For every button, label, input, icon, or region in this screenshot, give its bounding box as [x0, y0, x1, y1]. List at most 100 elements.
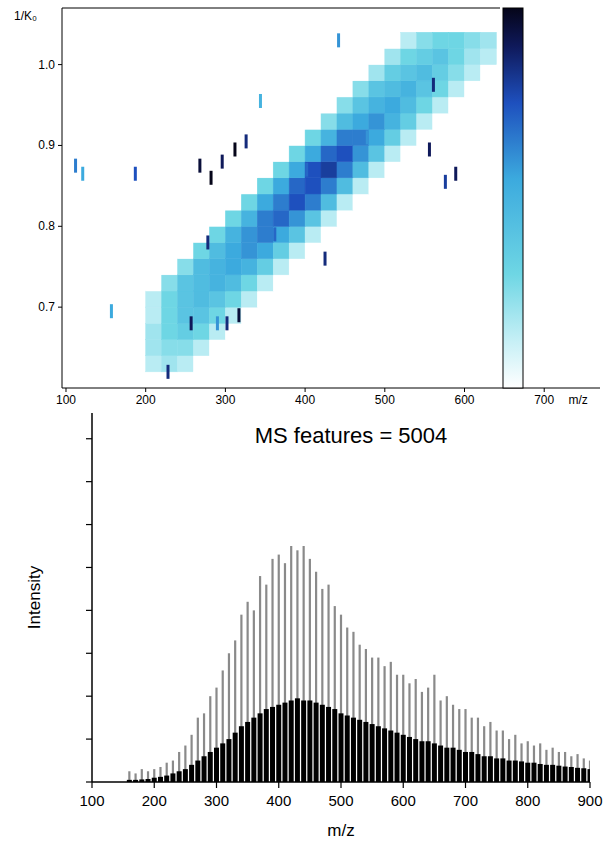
heat-cell: [417, 97, 433, 113]
heat-cell: [305, 194, 321, 210]
heat-cell: [449, 275, 465, 291]
heat-cell: [273, 242, 289, 258]
spectrum-bar: [413, 739, 418, 782]
spectrum-bar: [395, 733, 400, 782]
heat-cell: [273, 194, 289, 210]
heat-cell: [480, 178, 496, 194]
heat-cell: [273, 32, 289, 48]
heat-cell: [480, 210, 496, 226]
spectrum-bar: [183, 769, 188, 782]
heat-cell: [162, 194, 178, 210]
heat-cell: [146, 81, 162, 97]
heat-cell: [289, 145, 305, 161]
spectrum-bar: [208, 752, 213, 782]
heat-cell: [178, 339, 194, 355]
heat-cell: [321, 323, 337, 339]
heat-cell: [162, 113, 178, 129]
heat-cell: [465, 210, 481, 226]
heat-cell: [480, 291, 496, 307]
heat-cell: [385, 226, 401, 242]
heat-cell: [305, 129, 321, 145]
heat-cell: [146, 339, 162, 355]
heat-cell: [337, 113, 353, 129]
heat-cell: [305, 145, 321, 161]
heat-cell: [417, 48, 433, 64]
x-tick: [65, 388, 66, 392]
feature-spot: [167, 365, 170, 379]
y-tick: [86, 524, 92, 525]
spectrum-bar: [513, 761, 518, 782]
heat-cell: [162, 129, 178, 145]
feature-spot: [337, 33, 340, 47]
heat-cell: [465, 65, 481, 81]
spectrum-bar: [177, 771, 182, 782]
heat-cell: [225, 194, 241, 210]
heat-cell: [480, 259, 496, 275]
heat-cell: [337, 97, 353, 113]
heat-cell: [465, 242, 481, 258]
spectrum-bar: [251, 718, 256, 782]
x-tick-label: 600: [391, 792, 416, 809]
spectrum-bar: [357, 720, 362, 782]
heat-cell: [449, 259, 465, 275]
heat-cell: [401, 65, 417, 81]
spectrum-bar: [482, 756, 487, 782]
heat-cell: [369, 129, 385, 145]
heat-cell: [289, 323, 305, 339]
spectrum-bar: [444, 748, 449, 782]
x-tick-label: 700: [534, 393, 554, 407]
heat-cell: [146, 162, 162, 178]
heat-cell: [321, 339, 337, 355]
heat-cell: [257, 145, 273, 161]
heat-cell: [241, 339, 257, 355]
heat-cell: [385, 145, 401, 161]
heat-cell: [433, 81, 449, 97]
heat-cell: [225, 275, 241, 291]
x-tick: [278, 782, 279, 788]
heat-cell: [241, 291, 257, 307]
heat-cell: [433, 307, 449, 323]
spectrum-bar: [525, 763, 530, 782]
heat-cell: [178, 97, 194, 113]
heat-cell: [385, 162, 401, 178]
heat-cell: [480, 307, 496, 323]
spectrum-bar: [401, 735, 406, 782]
heat-cell: [337, 178, 353, 194]
heat-cell: [353, 307, 369, 323]
heat-cell: [305, 32, 321, 48]
spectrum-bar: [245, 722, 250, 782]
y-tick: [58, 145, 62, 146]
feature-spot: [273, 227, 276, 241]
heat-cell: [353, 275, 369, 291]
heat-cell: [146, 275, 162, 291]
heat-cell: [209, 97, 225, 113]
heat-cell: [178, 48, 194, 64]
heat-cell: [417, 81, 433, 97]
feature-spot: [190, 316, 193, 330]
heat-cell: [178, 194, 194, 210]
heat-cell: [289, 226, 305, 242]
heat-cell: [465, 339, 481, 355]
heat-cell: [401, 307, 417, 323]
heat-cell: [146, 145, 162, 161]
heat-cell: [273, 307, 289, 323]
heat-cell: [241, 162, 257, 178]
x-tick: [589, 782, 590, 788]
heat-cell: [353, 65, 369, 81]
heat-cell: [465, 275, 481, 291]
heat-cell: [449, 194, 465, 210]
x-tick-label: 400: [295, 393, 315, 407]
heat-cell: [241, 323, 257, 339]
heat-cell: [225, 81, 241, 97]
heat-cell: [337, 145, 353, 161]
heat-cell: [433, 242, 449, 258]
heat-cell: [305, 275, 321, 291]
heat-cell: [225, 291, 241, 307]
heat-cell: [194, 259, 210, 275]
heat-cell: [465, 356, 481, 372]
y-tick: [86, 610, 92, 611]
heat-cell: [162, 65, 178, 81]
heat-cell: [353, 129, 369, 145]
heat-cell: [417, 291, 433, 307]
heat-cell: [369, 145, 385, 161]
